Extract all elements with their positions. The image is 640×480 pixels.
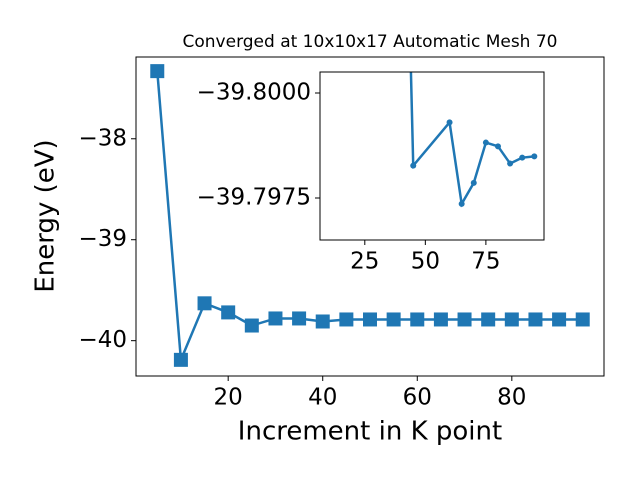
data-point: [552, 312, 567, 327]
x-tick-label: 50: [411, 249, 440, 275]
data-point: [433, 312, 448, 327]
data-point: [197, 296, 212, 311]
data-point: [507, 160, 514, 167]
data-point: [339, 312, 354, 327]
x-axis-label: Increment in K point: [238, 417, 502, 447]
data-point: [494, 143, 501, 150]
chart-title: Converged at 10x10x17 Automatic Mesh 70: [183, 32, 558, 52]
data-point: [446, 119, 453, 126]
data-point: [519, 154, 526, 161]
axes-frame: [319, 71, 545, 241]
x-tick-label: 40: [308, 385, 337, 411]
data-point: [410, 312, 425, 327]
data-point: [315, 314, 330, 329]
data-point: [221, 305, 236, 320]
data-point: [504, 312, 519, 327]
plot-group: [150, 64, 590, 367]
plot-group: [409, 72, 538, 208]
data-point: [244, 318, 259, 333]
y-tick-label: −40: [78, 327, 127, 353]
x-tick-label: 20: [214, 385, 243, 411]
y-tick-label: −39.8000: [197, 80, 311, 106]
x-tick-label: 80: [497, 385, 526, 411]
data-point: [458, 200, 465, 207]
data-line: [409, 72, 535, 208]
x-tick-label: 75: [471, 249, 500, 275]
axes-frame: [135, 56, 605, 377]
y-tick-label: −39.7975: [197, 185, 311, 211]
data-point: [531, 153, 538, 160]
x-tick-label: 60: [403, 385, 432, 411]
data-point: [292, 311, 307, 326]
data-point: [482, 139, 489, 146]
y-tick-label: −39: [78, 226, 127, 252]
data-point: [268, 311, 283, 326]
data-point: [575, 312, 590, 327]
data-point: [150, 64, 165, 79]
y-axis-label: Energy (eV): [31, 139, 61, 292]
data-point: [386, 312, 401, 327]
data-point: [363, 312, 377, 327]
y-tick-label: −38: [78, 125, 127, 151]
data-point: [481, 312, 496, 327]
plot-area: [320, 72, 544, 240]
data-point: [410, 162, 417, 169]
data-point: [528, 312, 543, 327]
data-point: [173, 352, 188, 367]
data-point: [470, 179, 477, 186]
x-tick-label: 25: [350, 249, 379, 275]
data-point: [457, 312, 472, 327]
